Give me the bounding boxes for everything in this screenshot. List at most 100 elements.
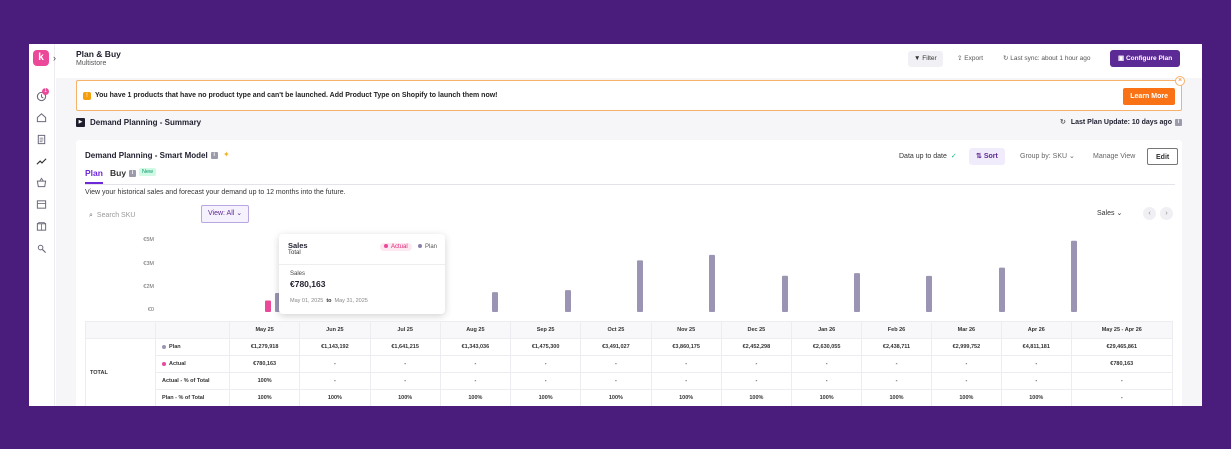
calculator-icon[interactable] (35, 199, 47, 211)
table-cell: - (509, 355, 582, 373)
tab-buy[interactable]: Buy i (110, 168, 137, 178)
range-from: May 01, 2025 (290, 298, 324, 304)
filter-button[interactable]: ▼ Filter (908, 51, 943, 67)
sidebar-expand-icon[interactable]: › (53, 53, 56, 63)
table-cell: - (369, 372, 441, 390)
new-badge: New (139, 168, 157, 176)
header-cell: Aug 25 (439, 321, 512, 339)
manage-view-button[interactable]: Manage View (1093, 153, 1136, 160)
table-cell: - (580, 355, 652, 373)
configure-icon: ▣ (1118, 55, 1126, 62)
legend-actual-label: Actual (391, 244, 408, 250)
app-logo[interactable]: k (33, 50, 49, 66)
summary-row: ▶ Demand Planning - Summary ↻ Last Plan U… (76, 117, 1182, 131)
next-arrow-icon[interactable]: › (1160, 207, 1173, 220)
plan-table: May 25 Jun 25 Jul 25 Aug 25 Sep 25 Oct 25 Nov … (85, 321, 1174, 406)
bar-plan-apr-26[interactable] (1071, 240, 1077, 312)
home-icon[interactable] (35, 112, 47, 124)
sync-label: Last sync: about 1 hour ago (1010, 55, 1091, 62)
metric-label: Sales (1097, 210, 1115, 217)
metric-select[interactable]: Sales ⌄ (1091, 206, 1133, 222)
bar-plan-dec-25[interactable] (782, 275, 788, 312)
info-icon[interactable]: i (129, 170, 137, 178)
bar-plan-oct-25[interactable] (637, 260, 643, 312)
trend-icon[interactable] (35, 156, 47, 168)
header-cell: May 25 - Apr 26 (1070, 321, 1174, 339)
row-label: Plan - % of Total (155, 389, 230, 406)
legend-plan[interactable]: Plan (414, 243, 441, 251)
y-tick-label: €0 (148, 307, 154, 313)
bar-plan-sep-25[interactable] (565, 290, 571, 312)
y-tick-label: €2M (143, 284, 154, 290)
row-label-text: Actual - % of Total (162, 378, 210, 384)
series-dot (162, 344, 166, 349)
tooltip-label: Sales (290, 271, 306, 277)
close-icon[interactable]: × (1175, 76, 1185, 86)
bar-plan-mar-26[interactable] (999, 267, 1005, 312)
edit-button[interactable]: Edit (1147, 148, 1179, 165)
search-input[interactable]: ⌕ Search SKU (89, 208, 194, 223)
sync-status: ↻ Last sync: about 1 hour ago (1003, 51, 1091, 67)
page-subtitle: Multistore (76, 60, 107, 67)
search-icon: ⌕ (89, 212, 93, 219)
alert-icon[interactable] (35, 91, 47, 103)
table-cell: - (580, 372, 652, 390)
info-icon[interactable]: i (1175, 118, 1182, 126)
chart-tooltip: Sales Total Actual Plan Sales €780,163 M… (279, 234, 445, 314)
table-cell: 100% (790, 389, 863, 406)
sort-button[interactable]: ⇅ Sort (969, 148, 1005, 165)
learn-more-button[interactable]: Learn More (1123, 88, 1175, 105)
table-cell: - (720, 372, 793, 390)
previous-arrow-icon[interactable]: ‹ (1143, 207, 1156, 220)
settings-icon[interactable] (35, 243, 47, 255)
table-cell: 100% (1001, 389, 1072, 406)
table-cell: €1,343,036 (439, 338, 512, 356)
sort-label: Sort (983, 153, 998, 160)
bar-plan-aug-25[interactable] (492, 292, 498, 312)
export-button[interactable]: ⇪ Export (957, 51, 983, 67)
legend-actual[interactable]: Actual (380, 243, 412, 251)
refresh-icon[interactable]: ↻ (1059, 119, 1066, 126)
tab-plan[interactable]: Plan (85, 168, 103, 184)
banner-text: You have 1 products that have no product… (95, 92, 498, 99)
table-cell: 100% (228, 372, 301, 390)
table-cell: €780,163 (1070, 355, 1174, 373)
summary-title[interactable]: Demand Planning - Summary (90, 118, 202, 127)
package-icon[interactable] (35, 221, 47, 233)
view-label: View: All (208, 210, 235, 217)
table-row: Actual €780,163- - - - - - - - - - - €780,163 (86, 355, 1174, 373)
table-cell: - (439, 355, 512, 373)
basket-icon[interactable] (35, 177, 47, 189)
table-cell: 100% (509, 389, 582, 406)
header-cell: Jan 26 (790, 321, 863, 339)
table-cell: €1,475,300 (509, 338, 582, 356)
view-select[interactable]: View: All ⌄ (201, 205, 250, 223)
legend-plan-label: Plan (425, 244, 438, 250)
header-cell: Apr 26 (1001, 321, 1072, 339)
document-icon[interactable] (35, 134, 47, 146)
bar-plan-jan-26[interactable] (854, 273, 860, 312)
bar-plan-nov-25[interactable] (709, 254, 715, 312)
table-cell: - (299, 372, 371, 390)
table-cell: - (650, 372, 722, 390)
bar-actual-may-25[interactable] (265, 300, 271, 312)
export-icon: ⇪ (957, 55, 965, 62)
bar-plan-feb-26[interactable] (926, 275, 932, 312)
table-cell: €29,465,861 (1070, 338, 1174, 356)
header-cell: Oct 25 (580, 321, 652, 339)
configure-plan-button[interactable]: ▣ Configure Plan (1110, 50, 1181, 67)
warning-banner: ! You have 1 products that have no produ… (76, 76, 1185, 111)
row-group-label: TOTAL (85, 338, 156, 406)
table-cell: - (1001, 355, 1072, 373)
table-cell: - (299, 355, 371, 373)
table-cell: 100% (650, 389, 722, 406)
page-header: Plan & Buy Multistore ▼ Filter ⇪ Export … (56, 44, 1202, 78)
table-cell: - (1070, 389, 1174, 406)
table-cell: 100% (299, 389, 371, 406)
card-title: Demand Planning - Smart Model i (85, 151, 218, 160)
info-icon[interactable]: i (210, 152, 218, 160)
y-tick-label: €5M (143, 237, 154, 243)
collapse-toggle-icon[interactable]: ▶ (76, 118, 85, 127)
group-by-select[interactable]: Group by: SKU ⌄ (1020, 148, 1075, 165)
table-cell: 100% (861, 389, 932, 406)
